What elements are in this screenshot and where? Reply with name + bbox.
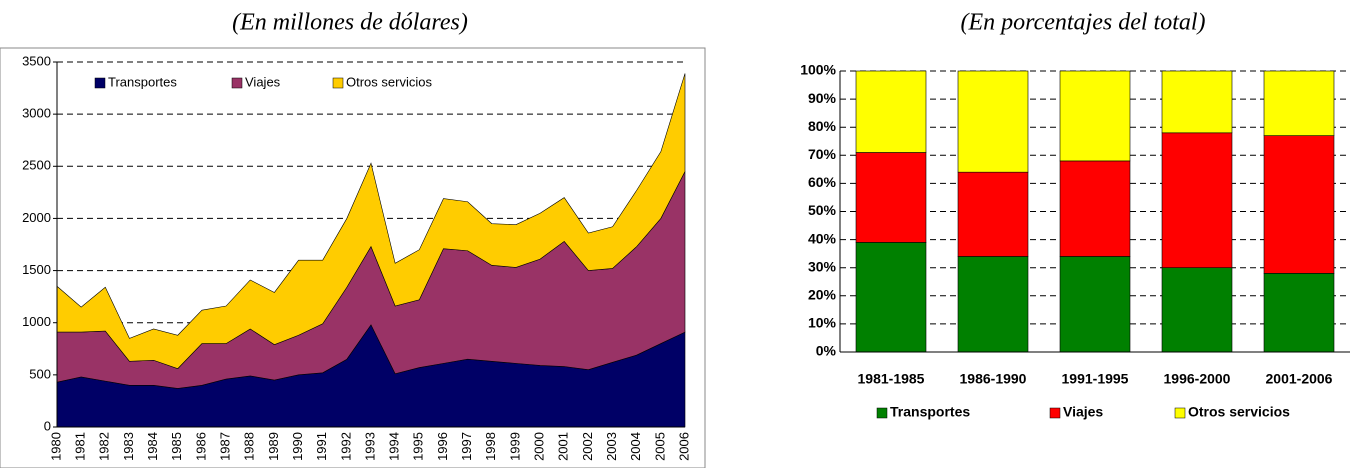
y-tick-label: 3000 bbox=[22, 106, 51, 121]
x-tick-label: 2000 bbox=[532, 432, 547, 461]
x-tick-label: 1997 bbox=[459, 432, 474, 461]
y-tick-label: 10% bbox=[808, 315, 837, 331]
y-tick-label: 80% bbox=[808, 118, 837, 134]
chart-title: (En porcentajes del total) bbox=[960, 10, 1205, 36]
bar-segment bbox=[1161, 267, 1233, 353]
x-tick-label: 2006 bbox=[676, 432, 691, 461]
y-tick-label: 1000 bbox=[22, 314, 51, 329]
y-tick-label: 30% bbox=[808, 258, 837, 274]
x-tick-label: 2005 bbox=[652, 432, 667, 461]
y-tick-label: 0% bbox=[816, 343, 837, 359]
bar-segment bbox=[855, 70, 927, 153]
x-tick-label: 1990 bbox=[290, 432, 305, 461]
x-tick-label: 1986-1990 bbox=[960, 371, 1027, 387]
chart-frame bbox=[0, 47, 706, 468]
legend-swatch bbox=[332, 77, 344, 89]
y-tick-label: 90% bbox=[808, 90, 837, 106]
y-tick-label: 3500 bbox=[22, 53, 51, 68]
legend-label: Transportes bbox=[108, 74, 177, 89]
bar-segment bbox=[855, 242, 927, 353]
x-tick-label: 1993 bbox=[362, 432, 377, 461]
x-tick-label: 1996-2000 bbox=[1164, 371, 1231, 387]
x-tick-label: 2004 bbox=[628, 432, 643, 461]
y-tick-label: 40% bbox=[808, 230, 837, 246]
x-tick-label: 1984 bbox=[145, 432, 160, 461]
x-tick-label: 1998 bbox=[483, 432, 498, 461]
chart-title: (En millones de dólares) bbox=[232, 10, 468, 36]
x-tick-label: 1991 bbox=[314, 432, 329, 461]
legend-swatch bbox=[1174, 407, 1186, 419]
y-tick-label: 0 bbox=[44, 418, 51, 433]
x-tick-label: 1995 bbox=[411, 432, 426, 461]
y-tick-label: 100% bbox=[800, 62, 836, 78]
x-tick-label: 1987 bbox=[218, 432, 233, 461]
bar-segment bbox=[1161, 70, 1233, 134]
bar-segment bbox=[1263, 273, 1335, 353]
y-tick-label: 50% bbox=[808, 202, 837, 218]
x-tick-label: 2001 bbox=[556, 432, 571, 461]
y-tick-label: 1500 bbox=[22, 262, 51, 277]
y-tick-label: 2500 bbox=[22, 158, 51, 173]
x-tick-label: 1985 bbox=[169, 432, 184, 461]
bar-segment bbox=[855, 152, 927, 243]
x-tick-label: 2002 bbox=[580, 432, 595, 461]
x-tick-label: 1989 bbox=[266, 432, 281, 461]
legend-swatch bbox=[1049, 407, 1061, 419]
bar-segment bbox=[1263, 70, 1335, 136]
x-tick-label: 2003 bbox=[604, 432, 619, 461]
legend-swatch bbox=[94, 77, 106, 89]
legend-label: Viajes bbox=[245, 74, 281, 89]
bar-segment bbox=[957, 256, 1029, 353]
y-tick-label: 2000 bbox=[22, 210, 51, 225]
y-tick-label: 500 bbox=[29, 366, 51, 381]
x-tick-label: 1981 bbox=[73, 432, 88, 461]
bar-segment bbox=[1059, 160, 1131, 257]
legend-label: Transportes bbox=[890, 404, 970, 420]
y-tick-label: 70% bbox=[808, 146, 837, 162]
legend-label: Otros servicios bbox=[1188, 404, 1290, 420]
x-tick-label: 1986 bbox=[193, 432, 208, 461]
bar-segment bbox=[1059, 256, 1131, 353]
bar-segment bbox=[1161, 132, 1233, 269]
legend-label: Otros servicios bbox=[346, 74, 432, 89]
x-tick-label: 1980 bbox=[48, 432, 63, 461]
x-tick-label: 1988 bbox=[242, 432, 257, 461]
area bbox=[56, 73, 686, 369]
y-tick-label: 60% bbox=[808, 174, 837, 190]
y-tick-label: 20% bbox=[808, 287, 837, 303]
x-tick-label: 1982 bbox=[97, 432, 112, 461]
bar-segment bbox=[1059, 70, 1131, 162]
x-tick-label: 1996 bbox=[435, 432, 450, 461]
x-tick-label: 1981-1985 bbox=[858, 371, 925, 387]
x-tick-label: 1992 bbox=[338, 432, 353, 461]
x-tick-label: 1983 bbox=[121, 432, 136, 461]
legend-swatch bbox=[231, 77, 243, 89]
bar-segment bbox=[957, 70, 1029, 173]
x-tick-label: 1999 bbox=[507, 432, 522, 461]
bar-segment bbox=[1263, 135, 1335, 274]
legend-swatch bbox=[876, 407, 888, 419]
bar-segment bbox=[957, 171, 1029, 257]
x-tick-label: 1994 bbox=[387, 432, 402, 461]
legend-label: Viajes bbox=[1063, 404, 1103, 420]
x-tick-label: 1991-1995 bbox=[1062, 371, 1129, 387]
x-tick-label: 2001-2006 bbox=[1266, 371, 1333, 387]
